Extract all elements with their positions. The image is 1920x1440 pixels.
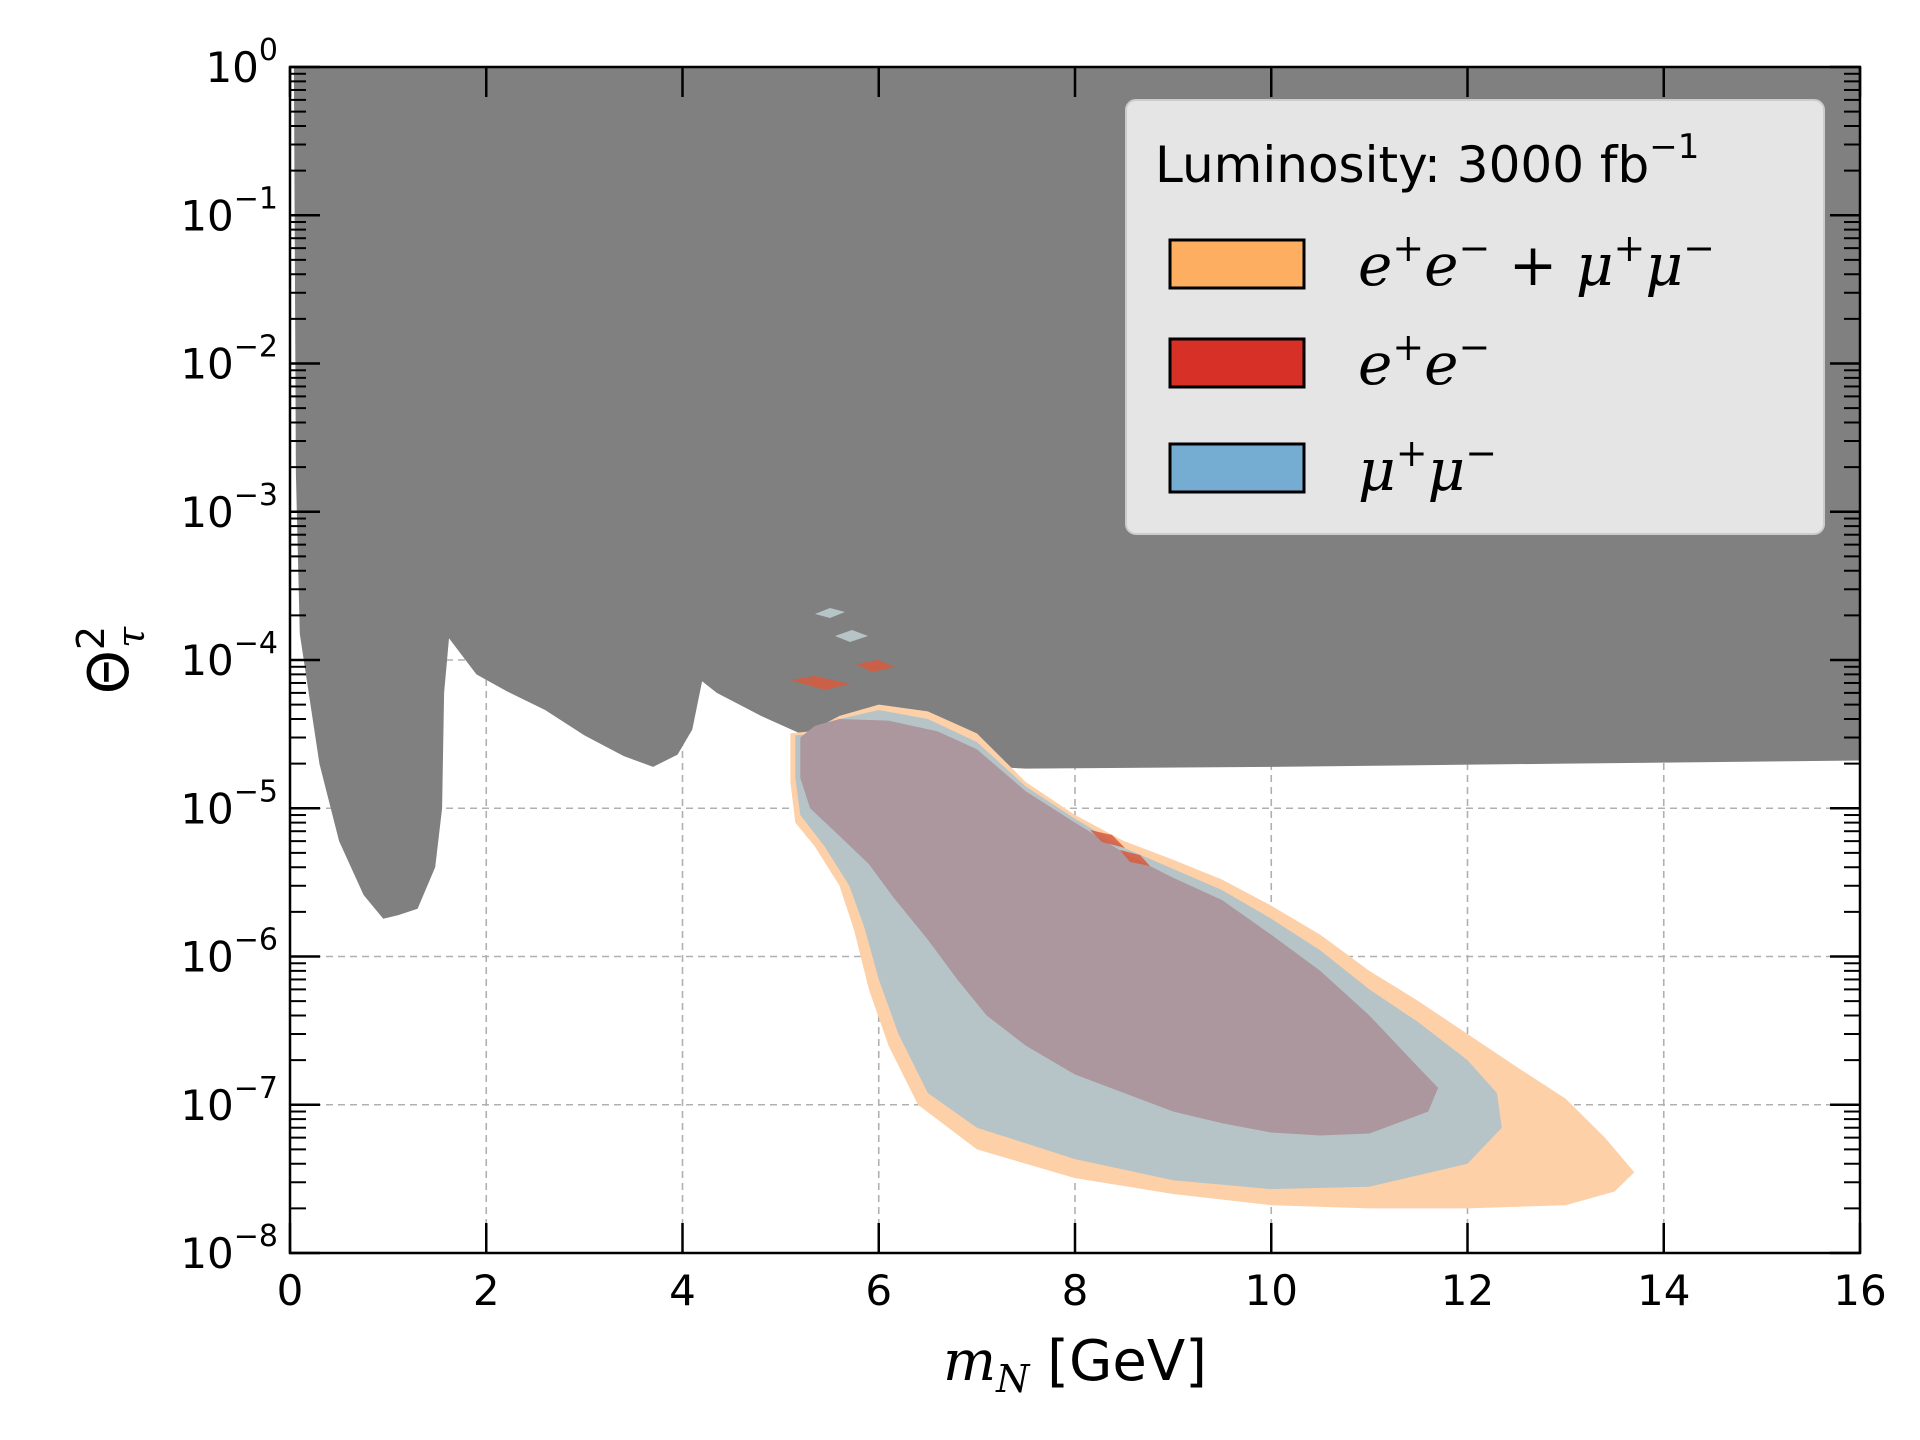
x-tick-label: 0 — [277, 1266, 304, 1315]
y-tick-label: 10−6 — [180, 923, 278, 982]
legend-swatch-mumu — [1168, 442, 1306, 494]
x-tick-label: 14 — [1637, 1266, 1690, 1315]
y-tick-label: 10−2 — [180, 330, 278, 389]
plot-frame — [288, 65, 1862, 1255]
y-axis-tick-labels: 100 10−1 10−2 10−3 10−4 10−5 10−6 10−7 10−8 — [180, 33, 278, 1278]
y-tick-label: 10−8 — [180, 1219, 278, 1278]
region-mumu-fringe — [835, 630, 868, 642]
y-axis-title: Θ2τ — [69, 626, 153, 694]
x-tick-label: 6 — [865, 1266, 892, 1315]
x-tick-label: 2 — [473, 1266, 500, 1315]
region-ee — [800, 719, 1439, 1136]
y-tick-label: 10−3 — [180, 478, 278, 537]
region-ee-fringe — [790, 676, 850, 690]
y-tick-label: 10−7 — [180, 1071, 278, 1130]
x-axis-title: mN [GeV] — [943, 1329, 1207, 1401]
y-tick-label: 100 — [205, 33, 278, 92]
legend: Luminosity: 3000 fb−1 e+e− + μ+μ− e+e− μ… — [1125, 99, 1825, 535]
legend-swatch-ee-plus-mumu — [1168, 238, 1306, 290]
legend-box — [1125, 99, 1825, 535]
x-tick-label: 12 — [1441, 1266, 1494, 1315]
region-ee-fringe — [1090, 830, 1125, 848]
x-axis-tick-labels: 0 2 4 6 8 10 12 14 16 — [277, 1266, 1887, 1315]
region-ee-fringe — [856, 660, 895, 672]
x-tick-label: 16 — [1833, 1266, 1886, 1315]
x-tick-label: 8 — [1062, 1266, 1089, 1315]
axis-minor-ticks — [290, 72, 1860, 1210]
legend-title-exponent: −1 — [1649, 127, 1699, 167]
region-ee-fringe — [1120, 850, 1150, 866]
region-mumu-fringe — [815, 608, 845, 618]
y-tick-label: 10−4 — [180, 626, 278, 685]
y-tick-label: 10−5 — [180, 774, 278, 833]
y-tick-label: 10−1 — [180, 181, 278, 240]
legend-title-text: Luminosity: 3000 fb — [1155, 136, 1649, 194]
x-tick-label: 4 — [669, 1266, 696, 1315]
legend-title: Luminosity: 3000 fb−1 — [1155, 127, 1699, 194]
x-tick-label: 10 — [1245, 1266, 1298, 1315]
legend-swatch-ee — [1168, 337, 1306, 389]
